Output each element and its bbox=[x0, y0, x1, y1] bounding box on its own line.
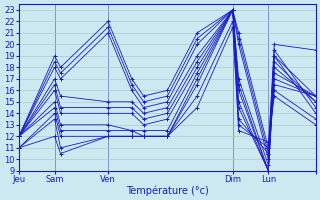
X-axis label: Température (°c): Température (°c) bbox=[126, 185, 209, 196]
